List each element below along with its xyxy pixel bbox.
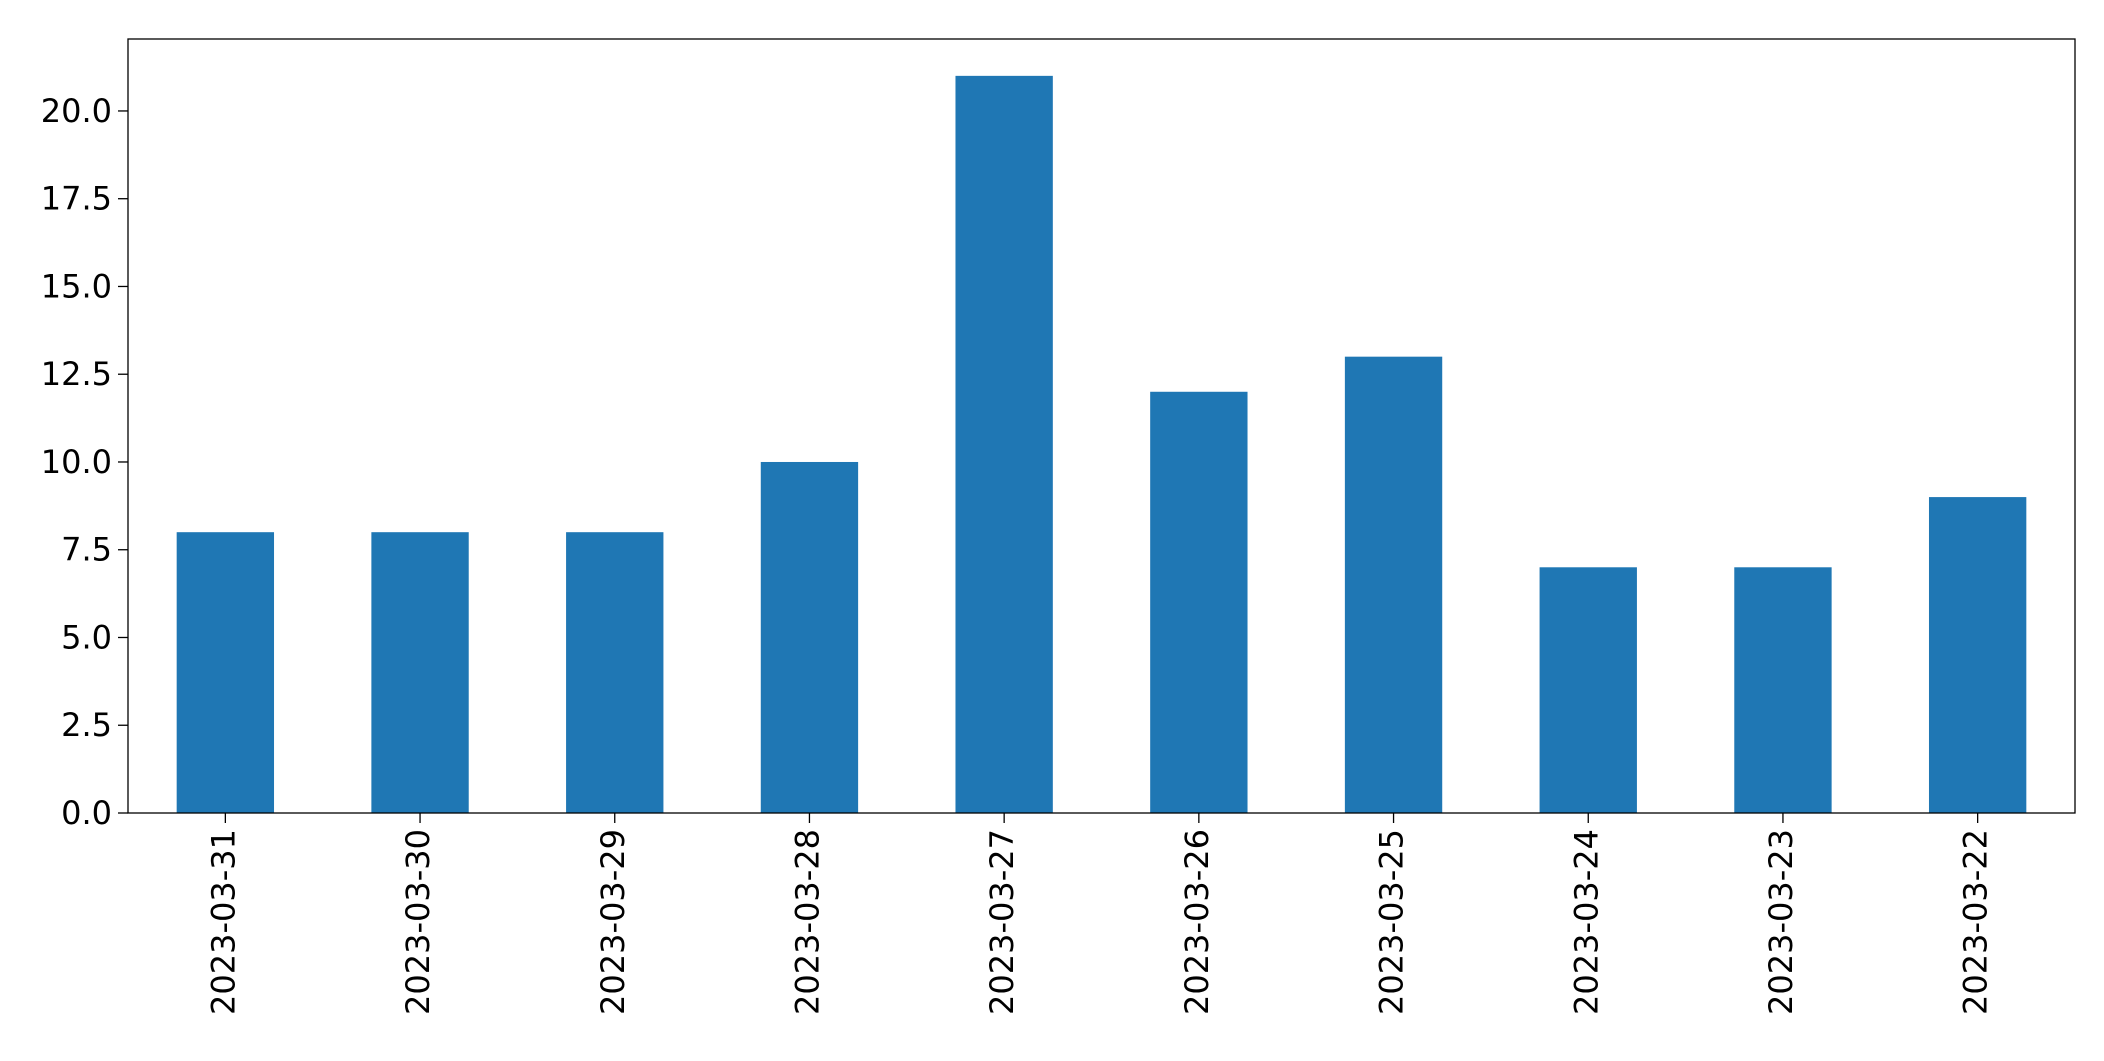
y-tick-label: 20.0 [41, 92, 112, 130]
x-tick-label: 2023-03-25 [1373, 829, 1411, 1015]
x-tick-label: 2023-03-30 [399, 829, 437, 1015]
bar [1344, 356, 1443, 813]
bar [1734, 567, 1832, 813]
y-tick-label: 0.0 [61, 794, 112, 832]
y-tick-label: 10.0 [41, 443, 112, 481]
x-tick-label: 2023-03-29 [594, 829, 632, 1015]
y-tick-label: 7.5 [61, 531, 112, 569]
x-tick-label: 2023-03-22 [1957, 829, 1995, 1015]
bar [371, 532, 469, 813]
x-tick-label: 2023-03-31 [204, 829, 242, 1015]
bar [955, 75, 1053, 814]
plot-frame [127, 38, 2076, 814]
x-tick-label: 2023-03-26 [1178, 829, 1216, 1015]
y-tick-label: 2.5 [61, 706, 112, 744]
bar [1539, 567, 1637, 813]
bar [760, 461, 859, 813]
bar [566, 532, 664, 813]
bar [1928, 497, 2027, 813]
y-tick-label: 15.0 [41, 267, 112, 305]
bar [1150, 391, 1248, 813]
y-tick-label: 5.0 [61, 618, 112, 656]
x-tick-label: 2023-03-28 [788, 829, 826, 1015]
x-tick-label: 2023-03-27 [983, 829, 1021, 1015]
y-tick-label: 12.5 [41, 355, 112, 393]
x-tick-label: 2023-03-23 [1762, 829, 1800, 1015]
y-tick-label: 17.5 [41, 180, 112, 218]
x-tick-label: 2023-03-24 [1567, 829, 1605, 1015]
bar [176, 532, 275, 813]
